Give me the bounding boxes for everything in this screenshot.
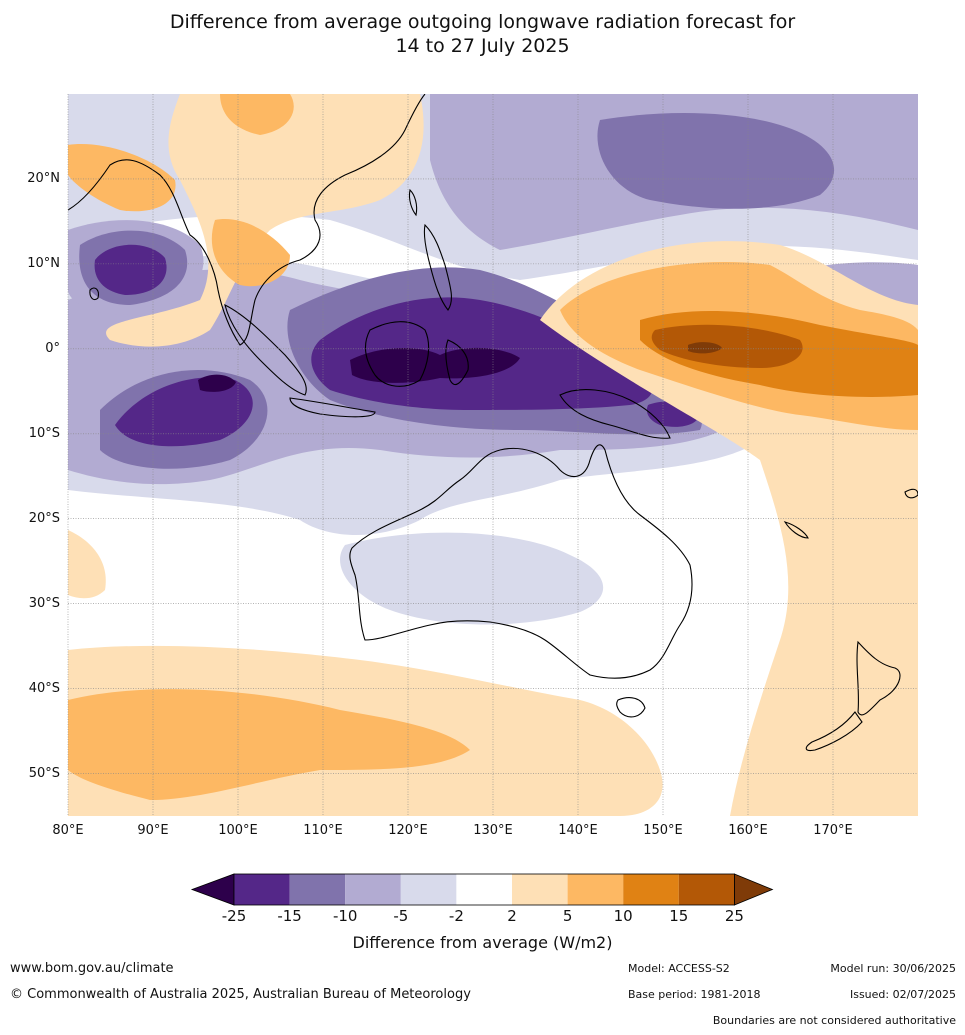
colorbar-segment [678,874,735,905]
colorbar [190,873,774,906]
footer-disclaimer: Boundaries are not considered authoritat… [712,1014,956,1027]
tasmania-coastline [616,697,646,718]
latitude-label: 40°S [28,680,60,696]
anomaly-region-purple-5 [350,347,520,383]
taiwan-coastline [408,188,418,217]
longitude-label: 130°E [473,823,513,838]
anomaly-region-purple-4-northwest [94,244,167,295]
new-zealand-south-coastline [805,711,863,752]
anomaly-region-purple-3-north [597,113,835,209]
sumatra-coastline [224,303,307,396]
colorbar-segment [567,874,624,905]
philippines-coastline [423,223,452,311]
footer-url[interactable]: www.bom.gov.au/climate [10,961,174,976]
longitude-label: 80°E [52,823,84,838]
anomaly-region-purple-5-west [198,374,236,392]
new-guinea-coastline [559,389,671,439]
java-coastline [289,397,376,418]
colorbar-segment [345,874,401,905]
colorbar-tick-label: 10 [613,907,633,925]
latitude-label: 20°S [28,510,60,526]
footer-base-period: Base period: 1981-2018 [628,988,761,1001]
gridlines [67,94,918,816]
colorbar-tick-label: -5 [393,907,409,925]
colorbar-segment [623,874,679,905]
colorbar-segment [400,874,457,905]
colorbar-extend-min [190,873,235,906]
colorbar-tick-label: 5 [562,907,573,925]
coastlines [68,94,918,752]
footer-model-run: Model run: 30/06/2025 [830,962,956,975]
anomaly-region-brown [688,342,722,354]
new-zealand-north-coastline [856,640,901,716]
colorbar-segment [234,874,290,905]
title-line-2: 14 to 27 July 2025 [395,35,570,57]
latitude-label: 30°S [28,595,60,611]
longitude-label: 150°E [643,823,683,838]
colorbar-segment [289,874,346,905]
colorbar-tick-label: -2 [448,907,464,925]
colorbar-tick-label: -10 [332,907,358,925]
latitude-label: 10°N [27,255,60,271]
footer-issued: Issued: 02/07/2025 [849,988,956,1001]
colorbar-frame [233,873,735,906]
colorbar-tick-label: 2 [507,907,517,925]
anomaly-region-medium-orange-north [220,94,294,135]
title-line-1: Difference from average outgoing longwav… [169,11,796,33]
anomaly-region-light-orange-north [106,94,424,347]
sri-lanka-coastline [89,287,99,301]
sulawesi-coastline [445,339,469,385]
colorbar-segment [456,874,512,905]
colorbar-extend-max [734,873,774,906]
map-title: Difference from average outgoing longwav… [0,10,965,58]
latitude-label: 10°S [28,425,60,441]
colorbar-tick-label: -25 [221,907,247,925]
australia-coastline [349,444,693,679]
longitude-label: 170°E [813,823,853,838]
longitude-label: 90°E [137,823,169,838]
anomaly-region-medium-orange-south [68,689,470,800]
longitude-label: 100°E [218,823,258,838]
anomaly-region-darkest-orange [651,324,803,368]
olr-anomaly-map [67,94,918,816]
new-caledonia-coastline [783,521,809,539]
colorbar-tick-label: 25 [724,907,744,925]
colorbar-tick-label: 15 [669,907,689,925]
colorbar-segment [512,874,568,905]
anomaly-region-purple-4-west [115,377,253,447]
footer-model: Model: ACCESS-S2 [628,962,730,975]
latitude-label: 50°S [28,765,60,781]
colorbar-label: Difference from average (W/m2) [352,933,613,952]
longitude-label: 110°E [303,823,343,838]
colorbar-tick-label: -15 [277,907,302,925]
anomaly-region-medium-orange-northwest [68,144,176,212]
longitude-label: 140°E [558,823,598,838]
latitude-label: 0° [45,340,60,356]
fiji-coastline [904,488,918,499]
anomaly-region-light-orange-southwest [68,530,106,599]
anomaly-region-medium-orange-se-asia [211,219,290,287]
longitude-label: 160°E [728,823,768,838]
anomaly-region-light-purple-australia [340,532,604,625]
footer-copyright: © Commonwealth of Australia 2025, Austra… [10,987,471,1002]
borneo-coastline [364,321,430,387]
latitude-label: 20°N [27,170,60,186]
longitude-label: 120°E [388,823,428,838]
asia-mainland-coastline [68,94,426,346]
